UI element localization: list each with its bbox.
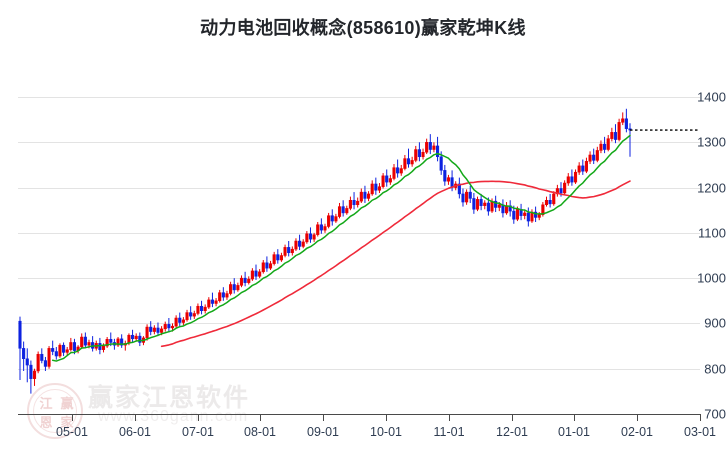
x-axis-tick — [449, 414, 450, 421]
y-axis-tick-label: 1400 — [697, 89, 726, 105]
y-axis-tick-label: 1100 — [698, 225, 726, 241]
seal-char-2: 赢 — [60, 396, 74, 411]
x-axis-tick — [512, 414, 513, 421]
x-axis-tick — [386, 414, 387, 421]
gridline — [18, 368, 700, 370]
x-axis-tick-label: 06-01 — [119, 425, 151, 439]
moving-average-line — [51, 134, 631, 362]
y-axis-tick-label: 1000 — [697, 270, 726, 286]
gridline — [18, 142, 700, 144]
seal-ring — [33, 389, 77, 433]
x-axis-tick — [700, 414, 701, 421]
gridline — [18, 323, 700, 325]
y-axis-tick-label: 1300 — [697, 134, 726, 150]
x-axis-tick-label: 09-01 — [307, 425, 339, 439]
x-axis-tick — [72, 414, 73, 421]
candle-series — [18, 108, 632, 394]
x-axis-line — [18, 414, 700, 415]
gridline — [18, 187, 700, 189]
seal-char-1: 江 — [39, 396, 53, 411]
x-axis-tick-label: 11-01 — [433, 425, 465, 439]
plot-svg — [18, 108, 700, 394]
y-axis-tick-label: 900 — [704, 315, 726, 331]
seal-char-4: 家 — [60, 415, 74, 430]
x-axis-tick — [198, 414, 199, 421]
x-axis-tick-label: 03-01 — [684, 425, 716, 439]
x-axis-tick-label: 05-01 — [56, 425, 88, 439]
x-axis-tick — [574, 414, 575, 421]
x-axis-tick-label: 02-01 — [621, 425, 653, 439]
x-axis-tick — [323, 414, 324, 421]
gridline — [18, 97, 700, 98]
seal-watermark-icon: 江 赢 恩 家 — [27, 383, 83, 439]
candlestick-plot — [18, 97, 700, 414]
moving-average-line — [160, 180, 631, 348]
x-axis-tick — [637, 414, 638, 421]
x-axis-tick-label: 08-01 — [244, 425, 276, 439]
y-axis-tick-label: 700 — [704, 406, 726, 422]
x-axis-tick-label: 10-01 — [370, 425, 402, 439]
x-axis-tick-label: 12-01 — [496, 425, 528, 439]
y-axis-labels: 1400 1300 1200 1100 1000 900 800 700 — [646, 0, 726, 450]
brand-watermark: 赢家江恩软件 — [88, 384, 251, 412]
seal-char-3: 恩 — [39, 415, 53, 430]
gridline — [18, 232, 700, 234]
gridline — [18, 278, 700, 280]
x-axis-tick — [260, 414, 261, 421]
x-axis-tick-label: 07-01 — [182, 425, 214, 439]
x-axis-tick — [135, 414, 136, 421]
x-axis-tick-label: 01-01 — [558, 425, 590, 439]
y-axis-tick-label: 800 — [704, 361, 726, 377]
page-title: 动力电池回收概念(858610)赢家乾坤K线 — [200, 18, 526, 38]
y-axis-tick-label: 1200 — [697, 180, 726, 196]
